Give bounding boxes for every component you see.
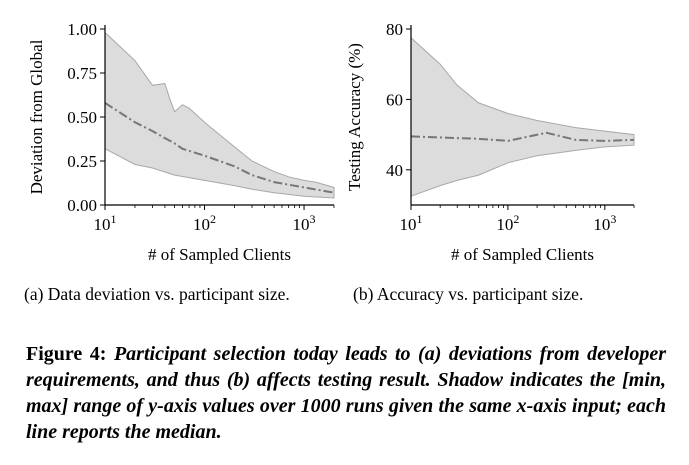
y-tick-label: 80	[386, 20, 403, 39]
subcaption-a: (a) Data deviation vs. participant size.	[24, 284, 290, 304]
y-tick-label: 0.00	[67, 196, 97, 215]
min-max-range-band	[410, 36, 635, 197]
y-tick-label: 0.25	[67, 152, 97, 171]
y-axis-label: Deviation from Global	[27, 39, 46, 194]
median-line	[104, 102, 335, 194]
figure-caption-text: Participant selection today leads to (a)…	[26, 343, 667, 443]
figure-number: Figure 4:	[26, 343, 107, 365]
x-tick-label: 102	[193, 212, 216, 234]
min-max-range-band	[104, 31, 335, 199]
subcaption-b: (b) Accuracy vs. participant size.	[353, 284, 584, 304]
chart-panel-b: 40 60 80 101 102 103 # of Sampled Clients Testi…	[345, 20, 635, 264]
y-tick-label: 40	[386, 161, 403, 180]
x-tick-label: 103	[593, 212, 616, 234]
x-axis-label: # of Sampled Clients	[148, 245, 291, 264]
x-tick-label: 101	[400, 212, 423, 234]
y-axis-label: Testing Accuracy (%)	[345, 43, 364, 191]
median-line	[410, 131, 635, 142]
chart-panel-a: 0.00 0.25 0.50 0.75 1.00 101 102 103# of Sample…	[27, 20, 335, 264]
y-tick-label: 0.75	[67, 64, 97, 83]
x-tick-label: 102	[496, 212, 519, 234]
y-tick-label: 60	[386, 90, 403, 109]
x-tick-label: 103	[293, 212, 316, 234]
x-axis-label: # of Sampled Clients	[451, 245, 594, 264]
y-tick-label: 0.50	[67, 108, 97, 127]
y-tick-label: 1.00	[67, 20, 97, 39]
figure-caption: Figure 4: Participant selection today le…	[26, 341, 666, 445]
x-tick-label: 101	[94, 212, 117, 234]
